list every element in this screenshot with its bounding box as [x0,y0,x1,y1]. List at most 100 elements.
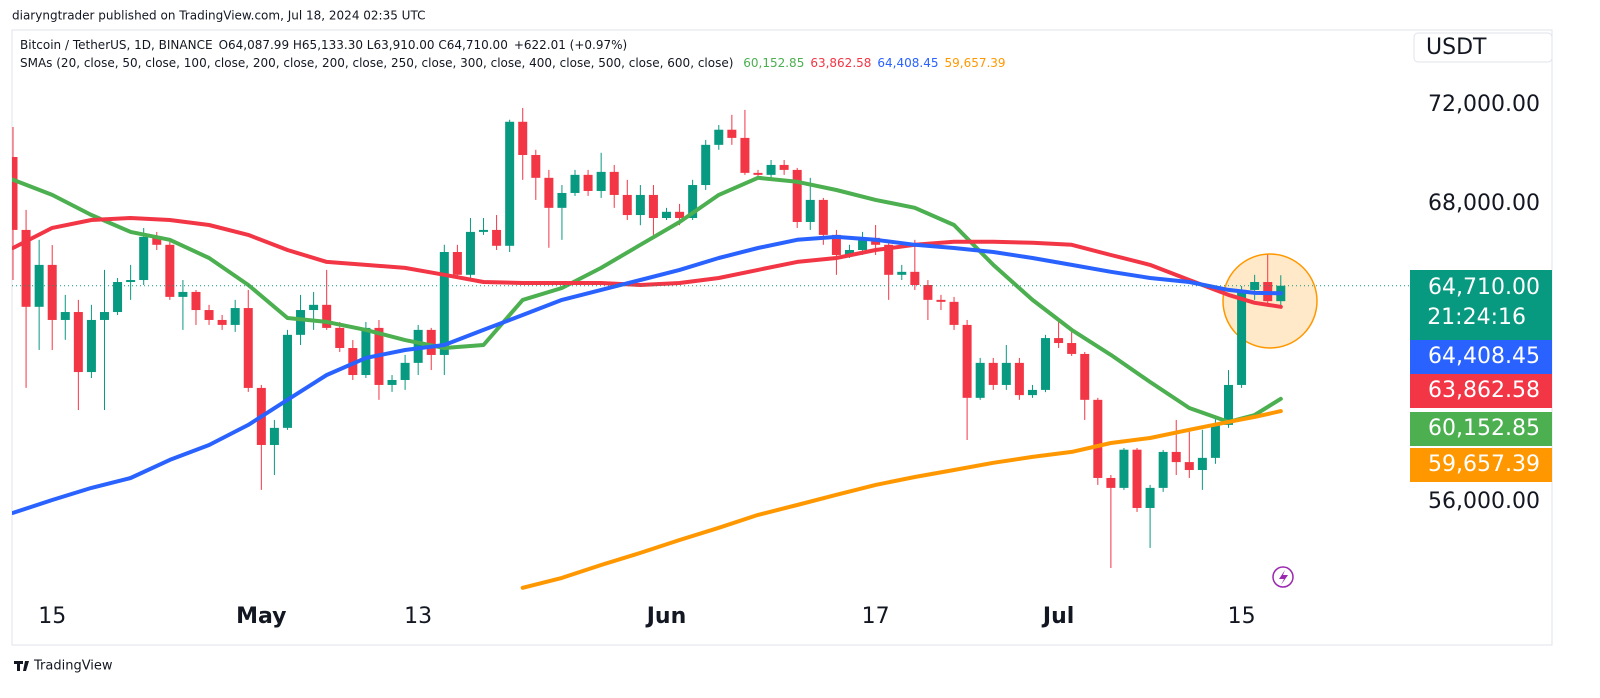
legend-sma-value: 63,862.58 [810,56,872,70]
candle-body [1014,362,1024,396]
candle-body [452,251,462,275]
candle-body [86,319,96,373]
x-tick-label: May [236,604,286,629]
candle-body [505,121,515,246]
sma-value-box [1410,374,1552,408]
candle-body [309,304,319,311]
countdown-label: 21:24:16 [1427,305,1526,330]
candle-body [831,234,841,255]
legend-sma-value: 64,408.45 [877,56,939,70]
candle-body [675,211,685,219]
candle-body [753,172,763,175]
sma-line [12,175,1283,424]
candle-body [296,310,306,335]
candle-body [217,319,227,325]
candle-body [230,308,240,325]
candle-body [557,192,567,208]
candle-body [936,299,946,302]
candle-body [1093,399,1103,478]
candle-body [204,310,214,320]
candle-body [1250,282,1260,290]
ohlc: O64,087.99 H65,133.30 L63,910.00 C64,710… [218,38,508,52]
y-tick-label: 56,000.00 [1428,489,1540,514]
candle-body [688,185,698,219]
candle-body [531,155,541,178]
unit-box [1413,32,1553,63]
chart-frame [11,29,1553,646]
candle-body [962,324,972,398]
candle-body [740,137,750,173]
candle-body [479,229,489,232]
candle-body [596,171,606,191]
candle-body [492,229,502,246]
price-axis: 56,000.00 68,000.00 72,000.00 64,710.00 21:2… [1410,92,1552,514]
candle-body [73,312,83,373]
candle-body [858,237,868,251]
legend-sma-value: 60,152.85 [743,56,805,70]
candle-body [243,308,253,388]
sma-line [12,216,1283,309]
plot-area [12,107,1410,590]
candle-body [792,169,802,222]
alert-icon-bolt [1279,570,1288,585]
candle-body [1054,338,1064,344]
candle-body [910,271,920,285]
x-tick-label: 15 [38,604,66,629]
candle-body [387,379,397,385]
candle-body [701,144,711,186]
candle-body [269,427,279,445]
sma-line [12,234,1283,515]
candle-body [949,301,959,325]
sma-value-label: 60,152.85 [1428,416,1540,441]
brand-name: TradingView [33,659,113,674]
last-price-label: 64,710.00 [1428,275,1540,300]
candle-body [518,121,528,156]
candle-body [779,164,789,170]
change: +622.01 (+0.97%) [513,38,628,52]
candle-body [439,251,449,355]
candle-body [1001,362,1011,385]
candle-body [34,264,44,307]
candle-body [12,156,18,230]
candle-body [1237,289,1247,385]
candle-body [1119,449,1129,488]
candle-body [126,280,136,283]
candle-body [897,271,907,275]
candle-body [1197,457,1207,471]
candle-body [465,231,475,275]
alert-icon[interactable] [1272,566,1294,588]
unit-label: USDT [1426,35,1487,60]
candle-body [988,362,998,385]
x-tick-label: Jul [1041,604,1074,629]
candle-body [1184,462,1194,471]
candle-body [178,291,188,297]
sma-value-box [1410,412,1552,446]
candle-body [714,129,724,145]
candle-body [1224,384,1234,425]
x-tick-label: 15 [1228,604,1256,629]
candle-body [282,334,292,428]
candle-body [361,327,371,376]
legend-line-1: Bitcoin / TetherUS, 1D, BINANCE O64,087.9… [20,38,633,52]
candle-body [1158,451,1168,488]
candle-body [99,312,109,320]
x-tick-label: 17 [862,604,890,629]
candle-body [21,229,31,307]
candle-body [818,199,828,235]
candle-body [1106,477,1116,488]
candle-body [544,177,554,208]
candle-body [570,174,580,193]
candle-body [426,329,436,355]
x-tick-label: Jun [645,604,687,629]
symbol: Bitcoin / TetherUS, 1D, BINANCE [20,38,213,52]
candle-body [400,362,410,380]
candle-body [727,129,737,138]
candle-body [139,236,149,281]
candle-body [923,284,933,300]
candle-body [1080,353,1090,400]
candle-body [165,244,175,297]
candle-body [1067,343,1077,354]
indicator: SMAs (20, close, 50, close, 100, close, … [20,56,734,70]
legend-line-2: SMAs (20, close, 50, close, 100, close, … [20,56,1012,70]
sma-value-label: 59,657.39 [1428,452,1540,477]
